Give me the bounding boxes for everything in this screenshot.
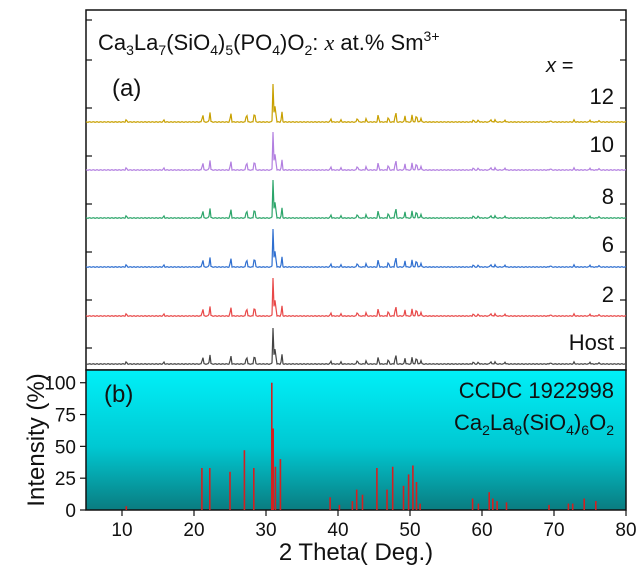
x-tick-label: 70 bbox=[543, 520, 564, 541]
trace-10 bbox=[85, 132, 627, 172]
y-tick-label: 0 bbox=[65, 501, 76, 522]
series-label-8: 8 bbox=[602, 184, 614, 209]
series-label-2: 2 bbox=[602, 282, 614, 307]
panel-a-frame bbox=[85, 9, 627, 371]
panel-a-traces bbox=[85, 84, 627, 366]
x-tick-label: 20 bbox=[183, 520, 204, 541]
trace-2 bbox=[85, 278, 627, 318]
y-axis-ticks: 0 25 50 75 100 bbox=[44, 374, 86, 522]
x-tick-label: 50 bbox=[399, 520, 420, 541]
panel-b-bars bbox=[125, 382, 597, 510]
x-tick-label: 40 bbox=[327, 520, 348, 541]
panel-a-formula-title: Ca3La7(SiO4)5(PO4)O2: x at.% Sm3+ bbox=[98, 28, 440, 58]
x-tick-label: 30 bbox=[255, 520, 276, 541]
series-label-host: Host bbox=[569, 330, 614, 355]
x-tick-label: 80 bbox=[615, 520, 636, 541]
trace-8 bbox=[85, 180, 627, 220]
ccdc-label: CCDC 1922998 bbox=[459, 378, 614, 403]
panel-b-label: (b) bbox=[104, 381, 133, 408]
y-tick-label: 25 bbox=[55, 469, 76, 490]
x-tick-label: 60 bbox=[471, 520, 492, 541]
panel-a-label: (a) bbox=[112, 75, 141, 102]
x-tick-label: 10 bbox=[111, 520, 132, 541]
y-tick-label: 50 bbox=[55, 437, 76, 458]
x-axis-ticks: 10 20 30 40 50 60 70 80 bbox=[111, 510, 637, 541]
y-tick-label: 75 bbox=[55, 406, 76, 427]
x-axis-label: 2 Theta( Deg.) bbox=[279, 539, 433, 566]
panel-a-offset-ticks bbox=[86, 19, 626, 349]
trace-12 bbox=[85, 84, 627, 124]
series-labels: 12 10 8 6 2 Host bbox=[569, 84, 614, 355]
trace-6 bbox=[85, 229, 627, 269]
series-label-10: 10 bbox=[590, 132, 614, 157]
series-label-6: 6 bbox=[602, 232, 614, 257]
y-tick-label: 100 bbox=[44, 374, 76, 395]
reference-formula: Ca2La8(SiO4)6O2 bbox=[454, 410, 614, 438]
y-axis-label: Intensity (%) bbox=[23, 373, 50, 506]
panel-b-background bbox=[85, 369, 627, 511]
series-label-12: 12 bbox=[590, 84, 614, 109]
legend-header: x = bbox=[545, 55, 573, 77]
trace-host bbox=[85, 327, 627, 366]
